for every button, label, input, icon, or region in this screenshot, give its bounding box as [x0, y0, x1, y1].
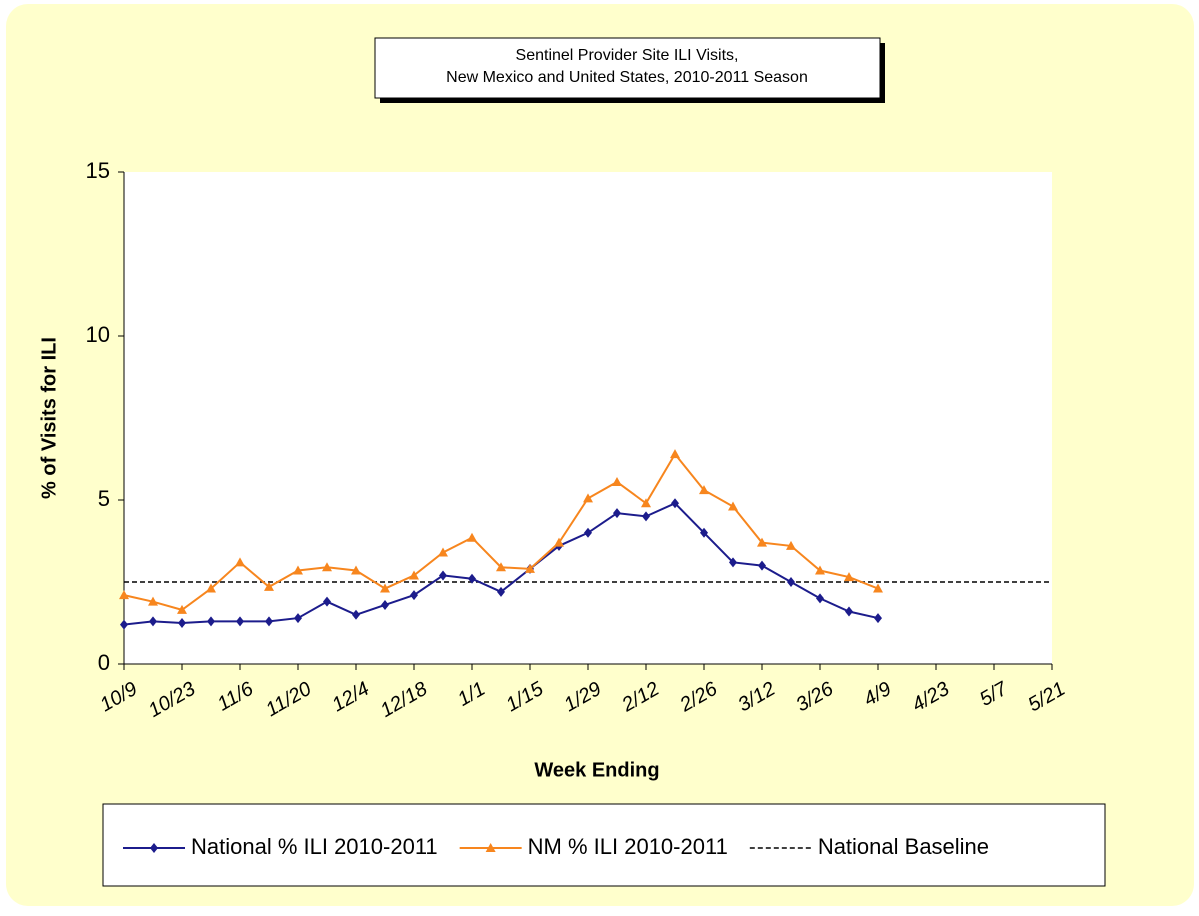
data-point: [584, 527, 592, 538]
data-point: [844, 572, 854, 582]
data-point: [612, 476, 622, 486]
data-point: [293, 565, 303, 575]
data-point: [119, 590, 129, 600]
y-axis-title: % of Visits for ILI: [38, 337, 60, 499]
data-point: [815, 565, 825, 575]
data-point: [497, 586, 505, 597]
data-point: [177, 604, 187, 614]
data-point: [294, 613, 302, 624]
data-point: [381, 599, 389, 610]
data-point: [323, 596, 331, 607]
data-point: [120, 619, 128, 630]
data-point: [380, 583, 390, 593]
data-point: [525, 563, 535, 573]
y-tick-label: 10: [86, 322, 110, 347]
data-point: [236, 616, 244, 627]
legend-marker: [150, 843, 158, 853]
data-point: [438, 547, 448, 557]
data-point: [207, 616, 215, 627]
data-point: [758, 560, 766, 571]
data-point: [439, 570, 447, 581]
data-point: [265, 616, 273, 627]
data-point: [874, 613, 882, 624]
data-point: [583, 493, 593, 503]
chart-title: New Mexico and United States, 2010-2011 …: [446, 69, 808, 86]
data-point: [468, 573, 476, 584]
chart-title: Sentinel Provider Site ILI Visits,: [516, 47, 739, 64]
data-point: [206, 583, 216, 593]
y-tick-label: 15: [86, 158, 110, 183]
legend: [102, 803, 1106, 887]
data-point: [787, 577, 795, 587]
data-point: [410, 590, 418, 601]
data-point: [409, 570, 419, 580]
data-point: [873, 583, 883, 593]
data-point: [264, 581, 274, 591]
data-point: [178, 618, 186, 628]
data-point: [496, 562, 506, 572]
y-tick-label: 0: [98, 650, 110, 675]
title-box: [374, 37, 881, 99]
data-point: [148, 596, 158, 606]
data-point: [641, 498, 651, 508]
data-point: [467, 532, 477, 542]
data-point: [816, 593, 824, 604]
x-axis-title: Week Ending: [534, 759, 659, 781]
legend-marker: [485, 843, 496, 852]
y-tick-label: 5: [98, 486, 110, 511]
data-point: [322, 562, 332, 572]
data-point: [351, 565, 361, 575]
data-point: [642, 511, 650, 522]
legend-label: National Baseline: [818, 834, 989, 859]
data-point: [729, 557, 737, 568]
data-point: [554, 537, 564, 547]
data-point: [352, 609, 360, 620]
data-point: [235, 557, 245, 567]
data-point: [670, 449, 680, 459]
plot-area: [124, 172, 1052, 664]
data-point: [613, 508, 621, 519]
data-point: [700, 527, 708, 538]
data-point: [845, 606, 853, 617]
data-point: [671, 498, 679, 509]
data-point: [149, 616, 157, 627]
data-point: [757, 537, 767, 547]
data-point: [786, 540, 796, 550]
legend-label: National % ILI 2010-2011: [191, 834, 438, 859]
data-point: [728, 501, 738, 511]
legend-label: NM % ILI 2010-2011: [528, 834, 728, 859]
data-point: [699, 485, 709, 495]
